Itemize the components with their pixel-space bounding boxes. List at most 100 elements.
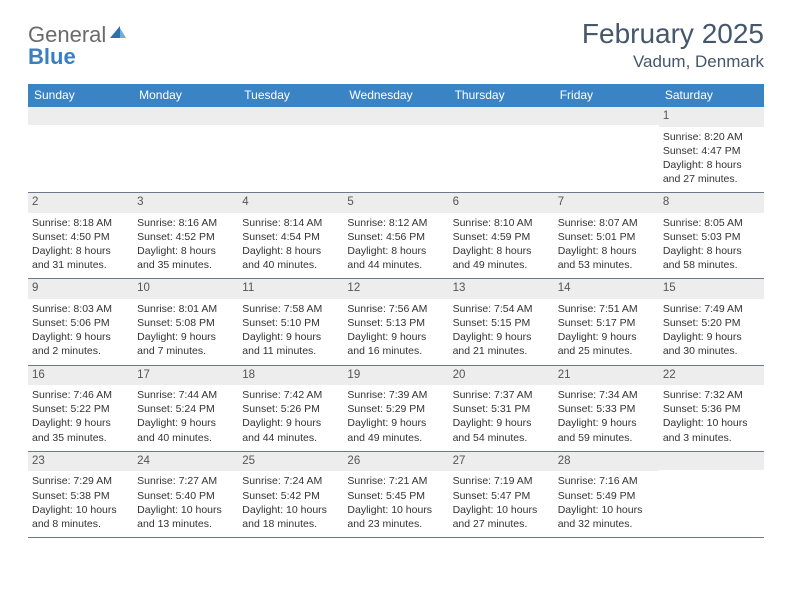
sunrise-line: Sunrise: 7:39 AM	[347, 388, 444, 402]
daylight-line-2: and 35 minutes.	[32, 431, 129, 445]
daylight-line-2: and 18 minutes.	[242, 517, 339, 531]
day-number: 10	[133, 279, 238, 299]
sunset-line: Sunset: 5:13 PM	[347, 316, 444, 330]
daylight-line-1: Daylight: 8 hours	[663, 158, 760, 172]
daylight-line-1: Daylight: 10 hours	[453, 503, 550, 517]
daylight-line-2: and 49 minutes.	[347, 431, 444, 445]
month-title: February 2025	[582, 18, 764, 50]
daylight-line-1: Daylight: 10 hours	[347, 503, 444, 517]
daylight-line-1: Daylight: 9 hours	[453, 330, 550, 344]
sail-icon	[108, 22, 128, 38]
day-cell: 4Sunrise: 8:14 AMSunset: 4:54 PMDaylight…	[238, 193, 343, 278]
day-number: 24	[133, 452, 238, 472]
daylight-line-1: Daylight: 9 hours	[347, 330, 444, 344]
day-number	[659, 452, 764, 470]
sunset-line: Sunset: 5:33 PM	[558, 402, 655, 416]
daylight-line-2: and 32 minutes.	[558, 517, 655, 531]
day-number	[238, 107, 343, 125]
sunrise-line: Sunrise: 8:05 AM	[663, 216, 760, 230]
daylight-line-1: Daylight: 9 hours	[453, 416, 550, 430]
day-number	[133, 107, 238, 125]
day-cell: 21Sunrise: 7:34 AMSunset: 5:33 PMDayligh…	[554, 366, 659, 451]
daylight-line-1: Daylight: 9 hours	[32, 330, 129, 344]
weekday-header-row: SundayMondayTuesdayWednesdayThursdayFrid…	[28, 84, 764, 107]
sunrise-line: Sunrise: 7:46 AM	[32, 388, 129, 402]
daylight-line-1: Daylight: 10 hours	[137, 503, 234, 517]
daylight-line-1: Daylight: 8 hours	[347, 244, 444, 258]
daylight-line-2: and 54 minutes.	[453, 431, 550, 445]
sunrise-line: Sunrise: 8:20 AM	[663, 130, 760, 144]
sunrise-line: Sunrise: 7:27 AM	[137, 474, 234, 488]
sunset-line: Sunset: 5:31 PM	[453, 402, 550, 416]
day-number	[554, 107, 659, 125]
sunrise-line: Sunrise: 8:18 AM	[32, 216, 129, 230]
sunset-line: Sunset: 5:36 PM	[663, 402, 760, 416]
weekday-cell: Sunday	[28, 84, 133, 107]
sunrise-line: Sunrise: 7:56 AM	[347, 302, 444, 316]
day-number: 6	[449, 193, 554, 213]
day-number	[449, 107, 554, 125]
day-number	[343, 107, 448, 125]
sunrise-line: Sunrise: 7:42 AM	[242, 388, 339, 402]
day-cell: 9Sunrise: 8:03 AMSunset: 5:06 PMDaylight…	[28, 279, 133, 364]
day-number: 7	[554, 193, 659, 213]
day-cell: 23Sunrise: 7:29 AMSunset: 5:38 PMDayligh…	[28, 452, 133, 537]
daylight-line-1: Daylight: 10 hours	[242, 503, 339, 517]
week-row: 2Sunrise: 8:18 AMSunset: 4:50 PMDaylight…	[28, 193, 764, 279]
daylight-line-1: Daylight: 9 hours	[242, 416, 339, 430]
day-number: 11	[238, 279, 343, 299]
daylight-line-1: Daylight: 10 hours	[32, 503, 129, 517]
sunrise-line: Sunrise: 7:58 AM	[242, 302, 339, 316]
daylight-line-1: Daylight: 9 hours	[32, 416, 129, 430]
day-cell: 15Sunrise: 7:49 AMSunset: 5:20 PMDayligh…	[659, 279, 764, 364]
sunset-line: Sunset: 5:22 PM	[32, 402, 129, 416]
day-cell	[133, 107, 238, 192]
weekday-cell: Wednesday	[343, 84, 448, 107]
sunset-line: Sunset: 5:49 PM	[558, 489, 655, 503]
day-number: 23	[28, 452, 133, 472]
sunrise-line: Sunrise: 8:01 AM	[137, 302, 234, 316]
sunrise-line: Sunrise: 7:34 AM	[558, 388, 655, 402]
sunset-line: Sunset: 4:59 PM	[453, 230, 550, 244]
week-row: 9Sunrise: 8:03 AMSunset: 5:06 PMDaylight…	[28, 279, 764, 365]
day-number: 22	[659, 366, 764, 386]
logo-text: General Blue	[28, 24, 128, 68]
sunrise-line: Sunrise: 7:54 AM	[453, 302, 550, 316]
daylight-line-1: Daylight: 8 hours	[663, 244, 760, 258]
daylight-line-2: and 8 minutes.	[32, 517, 129, 531]
daylight-line-2: and 25 minutes.	[558, 344, 655, 358]
calendar-page: General Blue February 2025 Vadum, Denmar…	[0, 0, 792, 538]
daylight-line-1: Daylight: 9 hours	[242, 330, 339, 344]
day-number: 27	[449, 452, 554, 472]
sunset-line: Sunset: 5:24 PM	[137, 402, 234, 416]
day-cell: 24Sunrise: 7:27 AMSunset: 5:40 PMDayligh…	[133, 452, 238, 537]
daylight-line-2: and 3 minutes.	[663, 431, 760, 445]
title-block: February 2025 Vadum, Denmark	[582, 18, 764, 72]
day-cell: 7Sunrise: 8:07 AMSunset: 5:01 PMDaylight…	[554, 193, 659, 278]
weekday-cell: Monday	[133, 84, 238, 107]
daylight-line-2: and 27 minutes.	[663, 172, 760, 186]
day-number: 3	[133, 193, 238, 213]
sunrise-line: Sunrise: 7:24 AM	[242, 474, 339, 488]
sunset-line: Sunset: 5:47 PM	[453, 489, 550, 503]
day-number: 15	[659, 279, 764, 299]
sunset-line: Sunset: 5:03 PM	[663, 230, 760, 244]
weekday-cell: Saturday	[659, 84, 764, 107]
day-cell	[28, 107, 133, 192]
day-cell: 18Sunrise: 7:42 AMSunset: 5:26 PMDayligh…	[238, 366, 343, 451]
day-cell: 22Sunrise: 7:32 AMSunset: 5:36 PMDayligh…	[659, 366, 764, 451]
weekday-cell: Tuesday	[238, 84, 343, 107]
day-cell: 27Sunrise: 7:19 AMSunset: 5:47 PMDayligh…	[449, 452, 554, 537]
day-cell: 12 Sunrise: 7:56 AMSunset: 5:13 PMDayligh…	[343, 279, 448, 364]
daylight-line-1: Daylight: 8 hours	[137, 244, 234, 258]
day-number: 1	[659, 107, 764, 127]
weeks-container: 1Sunrise: 8:20 AMSunset: 4:47 PMDaylight…	[28, 107, 764, 538]
day-cell: 17Sunrise: 7:44 AMSunset: 5:24 PMDayligh…	[133, 366, 238, 451]
day-number: 4	[238, 193, 343, 213]
day-number: 20	[449, 366, 554, 386]
day-cell: 1Sunrise: 8:20 AMSunset: 4:47 PMDaylight…	[659, 107, 764, 192]
daylight-line-1: Daylight: 9 hours	[137, 330, 234, 344]
weekday-cell: Thursday	[449, 84, 554, 107]
day-number: 12	[343, 279, 448, 299]
sunset-line: Sunset: 5:01 PM	[558, 230, 655, 244]
